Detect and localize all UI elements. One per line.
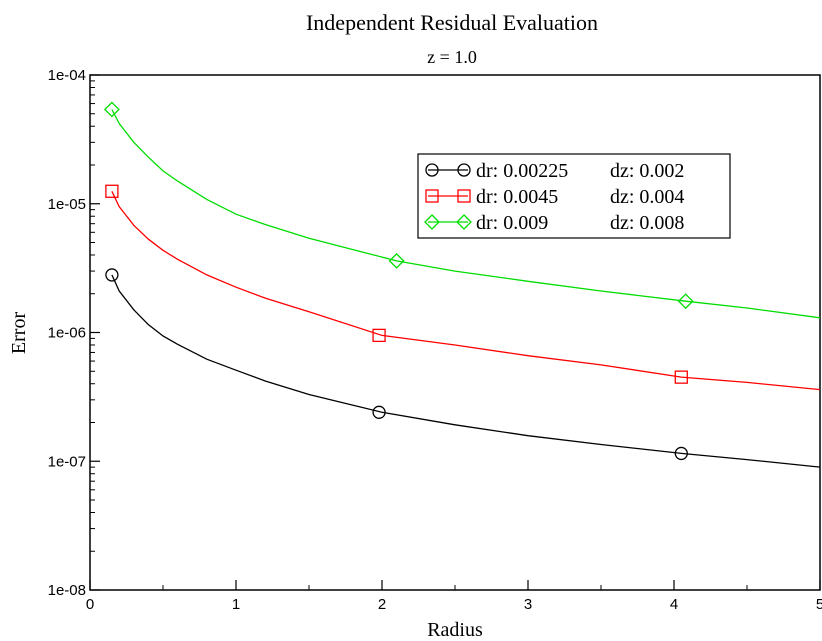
x-axis-label: Radius: [427, 619, 483, 641]
legend-dz-label: dz: 0.002: [610, 160, 684, 182]
legend-dr-label: dr: 0.00225: [476, 160, 568, 182]
series-marker: [105, 184, 119, 198]
series-line: [111, 191, 821, 391]
y-tick-label: 1e-06: [48, 325, 86, 342]
x-axis: 0 1 2 3 4 5: [86, 580, 822, 613]
y-axis: 1e-08 1e-07 1e-06 1e-05 1e-04: [48, 67, 100, 599]
series-line: [111, 274, 821, 468]
y-tick-label: 1e-08: [48, 582, 86, 599]
legend-marker: [425, 163, 439, 177]
legend-dz-label: dz: 0.004: [610, 186, 684, 208]
legend-dz-label: dz: 0.008: [610, 212, 684, 234]
x-tick-label: 1: [232, 596, 240, 613]
series-line: [111, 109, 821, 319]
series-marker: [674, 446, 688, 461]
x-tick-label: 3: [524, 596, 532, 613]
legend-marker: [424, 214, 440, 230]
chart-subtitle: z = 1.0: [427, 47, 477, 67]
series-marker: [103, 101, 120, 118]
legend-marker: [457, 189, 471, 203]
legend-dr-label: dr: 0.009: [476, 212, 548, 234]
legend-dr-label: dr: 0.0045: [476, 186, 558, 208]
y-tick-label: 1e-07: [48, 453, 86, 470]
series-marker: [674, 370, 688, 384]
x-tick-label: 5: [816, 596, 822, 613]
plot-frame: [89, 74, 821, 591]
legend: dr: 0.00225 dz: 0.002 dr: 0.0045 dz: 0.004 d…: [417, 153, 731, 239]
y-tick-label: 1e-05: [48, 196, 86, 213]
legend-marker: [425, 189, 439, 203]
y-axis-label: Error: [8, 312, 30, 355]
y-tick-label: 1e-04: [48, 67, 86, 84]
series-layer: [103, 101, 821, 468]
series-marker: [105, 268, 119, 282]
legend-marker: [456, 214, 472, 230]
series-marker: [372, 328, 386, 343]
x-tick-label: 4: [670, 596, 678, 613]
x-tick-label: 0: [86, 596, 94, 613]
series-marker: [372, 405, 386, 419]
x-tick-label: 2: [378, 596, 386, 613]
chart-title: Independent Residual Evaluation: [306, 10, 598, 35]
series-marker: [388, 252, 405, 269]
legend-marker: [457, 163, 471, 177]
series-marker: [677, 293, 694, 310]
